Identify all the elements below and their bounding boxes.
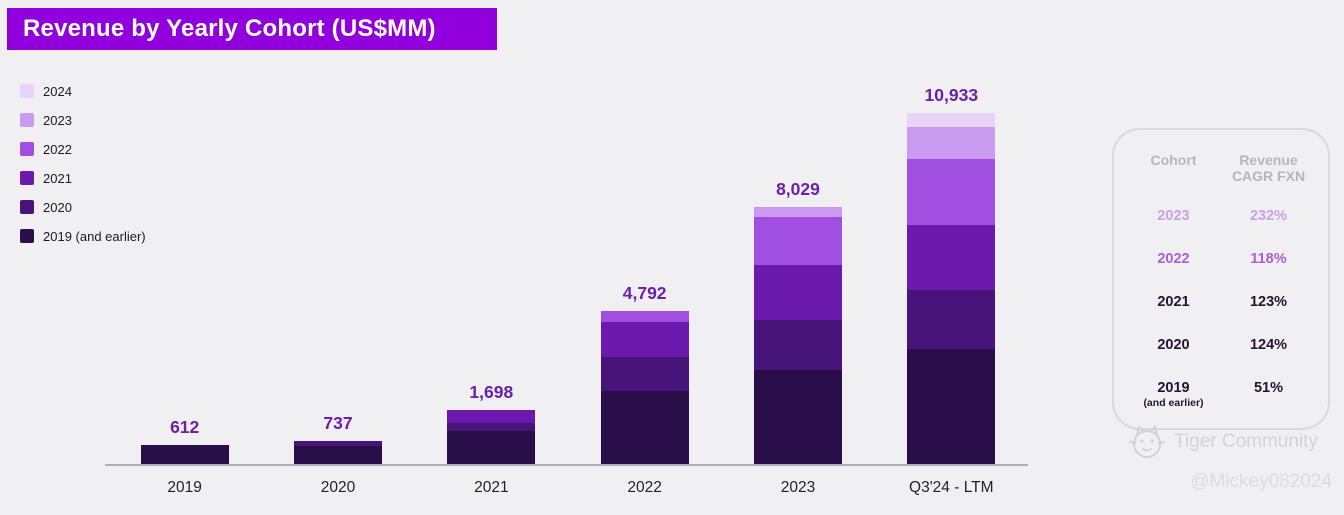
bar-total-label: 8,029 <box>776 178 820 199</box>
bar-segment-2021 <box>753 265 842 321</box>
bar-segment-2019 <box>293 445 382 465</box>
legend-label: 2021 <box>43 170 72 186</box>
bar-total-label: 1,698 <box>469 382 514 403</box>
x-axis-label: Q3'24 - LTM <box>909 479 994 496</box>
bar-segment-2019 <box>140 445 229 465</box>
cohort-cell: 2022 <box>1157 251 1190 268</box>
x-axis-label: 2022 <box>627 479 662 496</box>
bar-total-label: 10,933 <box>924 85 979 106</box>
bar-slot: 4,792 <box>568 55 721 465</box>
bar-segment-2021 <box>907 225 996 290</box>
bar-segment-2020 <box>293 441 382 446</box>
cohort-cell: 2020 <box>1157 337 1190 354</box>
bar-slot: 1,698 <box>415 55 568 465</box>
legend-label: 2023 <box>43 112 72 128</box>
bar-segment-2019 <box>600 390 689 465</box>
bar-total-label: 4,792 <box>622 282 667 303</box>
bar-total-label: 612 <box>170 417 200 438</box>
x-axis-label: 2020 <box>320 479 356 496</box>
legend-label: 2019 (and earlier) <box>43 228 146 244</box>
stacked-bar <box>600 310 689 465</box>
cohort-sub-label: (and earlier) <box>1143 397 1204 410</box>
legend-label: 2022 <box>43 141 72 157</box>
x-axis-label: 2019 <box>167 479 202 496</box>
cohort-table-row: 2020 124% <box>1126 337 1316 354</box>
bar-segment-2020 <box>907 289 996 350</box>
cohort-table-row: 2023 232% <box>1126 208 1316 225</box>
bar-segment-2023 <box>907 126 996 160</box>
page-title: Revenue by Yearly Cohort (US$MM) <box>23 15 436 42</box>
revenue-header-line1: Revenue <box>1239 152 1298 168</box>
bar-slot: 10,933 <box>875 55 1028 465</box>
stacked-bar <box>140 445 229 465</box>
legend-item: 2024 <box>20 83 146 99</box>
tiger-logo-icon <box>1126 420 1168 469</box>
stacked-bar <box>907 113 996 465</box>
stacked-bar <box>293 441 382 465</box>
bar-segment-2024 <box>907 113 996 127</box>
legend-swatch <box>20 200 34 214</box>
cagr-cell: 118% <box>1250 251 1287 268</box>
legend-item: 2021 <box>20 170 146 186</box>
legend-item: 2019 (and earlier) <box>20 228 146 244</box>
revenue-header-line2: CAGR FXN <box>1231 168 1306 185</box>
legend-swatch <box>20 84 34 98</box>
x-axis-labels: 2019 2020 2021 2022 2023 Q3'24 - LTM <box>108 479 1028 497</box>
watermark-brand: Tiger Community <box>1174 431 1318 452</box>
cagr-cell: 232% <box>1249 208 1288 225</box>
bar-total-label: 737 <box>323 413 353 434</box>
watermark-handle: @Mickey082024 <box>1190 471 1332 492</box>
bar-segment-2020 <box>600 357 689 391</box>
cohort-cagr-table: Cohort Revenue CAGR FXN 2023 232% 2022 118%… <box>1112 128 1330 430</box>
legend-item: 2020 <box>20 199 146 215</box>
cohort-table-row: 2021 123% <box>1126 294 1316 311</box>
legend-label: 2024 <box>43 83 72 99</box>
cohort-table-rows: 2023 232% 2022 118% 2021 123% 2020 124% 2019 (and… <box>1126 208 1316 409</box>
bar-segment-2023 <box>753 206 842 217</box>
legend-swatch <box>20 171 34 185</box>
legend-swatch <box>20 113 34 127</box>
stacked-bar <box>753 206 842 465</box>
bar-segment-2022 <box>753 216 842 266</box>
stacked-bar <box>447 410 536 465</box>
bars-row: 612 737 1,698 4,792 8,029 10,933 <box>108 55 1028 465</box>
bar-segment-2021 <box>600 321 689 358</box>
cohort-table-row: 2022 118% <box>1126 251 1316 268</box>
x-axis-label: 2021 <box>474 479 509 496</box>
bar-segment-2019 <box>907 349 996 465</box>
cohort-cell: 2023 <box>1157 208 1190 225</box>
cagr-cell: 123% <box>1249 294 1288 311</box>
cohort-table-header: Cohort Revenue CAGR FXN <box>1126 152 1316 184</box>
legend-item: 2023 <box>20 112 146 128</box>
title-banner: Revenue by Yearly Cohort (US$MM) <box>7 8 497 50</box>
bar-segment-2020 <box>753 320 842 370</box>
bar-segment-2020 <box>447 423 536 432</box>
revenue-cagr-header-cell: Revenue CAGR FXN <box>1221 152 1316 184</box>
bar-segment-2019 <box>447 431 536 465</box>
legend-swatch <box>20 229 34 243</box>
bar-segment-2022 <box>600 310 689 322</box>
cohort-cell: 2019 (and earlier) <box>1126 380 1221 409</box>
legend-label: 2020 <box>43 199 72 215</box>
legend: 2024 2023 2022 2021 2020 2019 (and earlier) <box>20 83 146 244</box>
bar-slot: 612 <box>108 55 261 465</box>
legend-swatch <box>20 142 34 156</box>
bar-segment-2021 <box>447 410 536 424</box>
cohort-header-cell: Cohort <box>1150 152 1197 168</box>
x-axis-line <box>105 464 1028 466</box>
bar-segment-2019 <box>753 370 842 465</box>
bar-slot: 8,029 <box>721 55 874 465</box>
cagr-cell: 51% <box>1253 380 1284 397</box>
bar-segment-2022 <box>907 159 996 226</box>
bar-slot: 737 <box>261 55 414 465</box>
legend-item: 2022 <box>20 141 146 157</box>
x-axis-label: 2023 <box>780 479 816 496</box>
cohort-cell: 2021 <box>1157 294 1190 311</box>
cagr-cell: 124% <box>1249 337 1288 354</box>
cohort-table-row: 2019 (and earlier) 51% <box>1126 380 1316 409</box>
